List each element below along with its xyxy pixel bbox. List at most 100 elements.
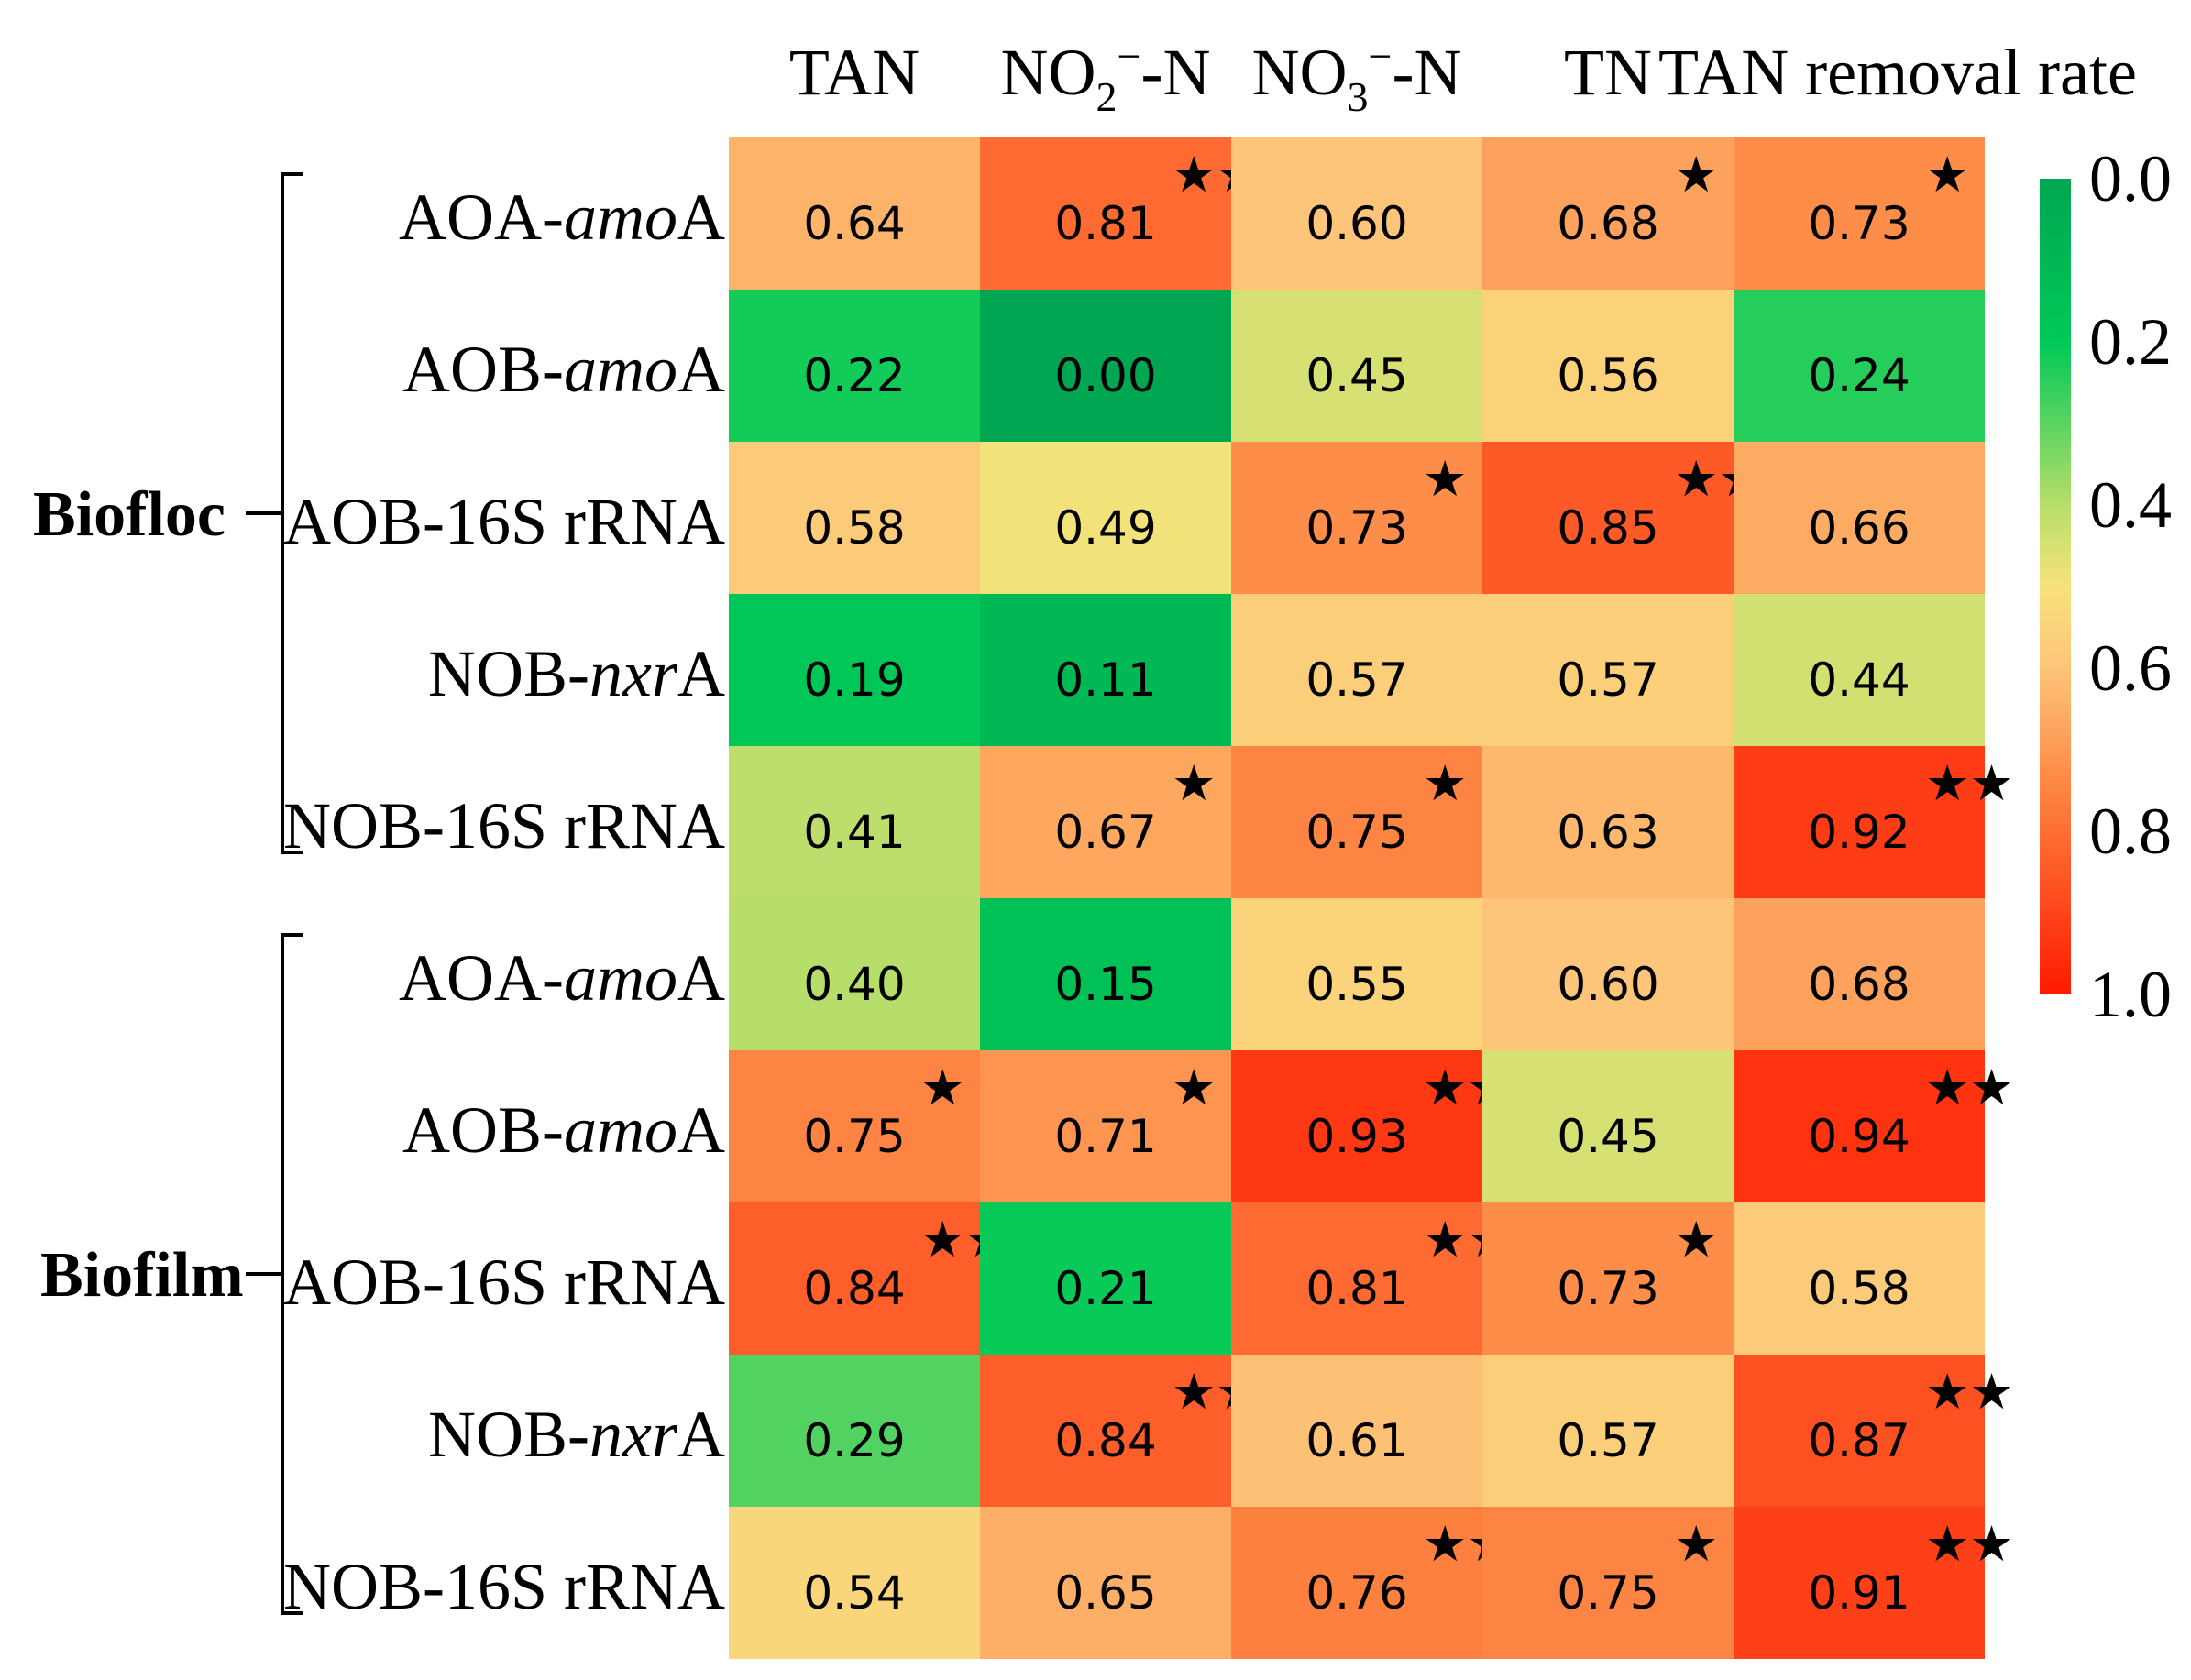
heatmap-cell <box>1231 442 1482 594</box>
cell-value-label: 0.19 <box>803 653 905 707</box>
heatmap-cell <box>1231 594 1482 746</box>
heatmap-cell <box>1734 1202 1985 1355</box>
significance-star: ★ <box>1172 754 1216 812</box>
cell-value-label: 0.75 <box>1557 1566 1658 1620</box>
cell-value-label: 0.68 <box>1808 958 1910 1011</box>
heatmap-cell <box>1231 746 1482 898</box>
column-labels: TAN NO2−-N NO3−-N TN TAN removal rate <box>789 33 2137 120</box>
cell-value-label: 0.44 <box>1808 653 1910 707</box>
cell-value-label: 0.45 <box>1557 1110 1658 1163</box>
cell-value-label: 0.91 <box>1808 1566 1910 1620</box>
significance-star: ★ <box>1423 450 1467 508</box>
row-label: NOB-16S rRNA <box>283 1550 725 1623</box>
heatmap-cell <box>1734 746 1985 898</box>
colorbar-tick-label: 0.4 <box>2089 468 2172 542</box>
row-labels: AOA-amoA AOB-amoA AOB-16S rRNA NOB-nxrA NOB-… <box>283 181 725 1623</box>
heatmap-cell <box>1482 594 1734 746</box>
heatmap-cell <box>980 137 1231 290</box>
significance-star: ★ <box>1172 1059 1216 1116</box>
significance-star: ★ <box>1674 146 1718 203</box>
cell-value-label: 0.56 <box>1557 349 1658 402</box>
cell-value-label: 0.00 <box>1054 349 1156 402</box>
cell-value-label: 0.21 <box>1054 1262 1156 1315</box>
heatmap-cell <box>1482 746 1734 898</box>
cell-value-label: 0.60 <box>1305 197 1407 250</box>
group-label: Biofilm <box>40 1240 244 1311</box>
cell-value-label: 0.73 <box>1305 501 1407 555</box>
heatmap-cell <box>729 1050 980 1202</box>
column-label: TAN removal rate <box>1658 36 2137 109</box>
column-label: TAN <box>789 36 919 109</box>
heatmap-cell <box>1482 442 1734 594</box>
cell-value-label: 0.11 <box>1054 653 1156 707</box>
cell-value-label: 0.87 <box>1808 1414 1910 1467</box>
column-label: NO2−-N <box>1001 33 1211 120</box>
heatmap-cell <box>1734 1355 1985 1507</box>
heatmap-cell <box>1734 1050 1985 1202</box>
cell-value-label: 0.66 <box>1808 501 1910 555</box>
cell-value-label: 0.71 <box>1054 1110 1156 1163</box>
colorbar: 0.0 0.2 0.4 0.6 0.8 1.0 <box>2040 142 2172 1031</box>
heatmap-cell <box>1482 1202 1734 1355</box>
heatmap-cell <box>1231 1355 1482 1507</box>
significance-star: ★★ <box>1925 754 2014 812</box>
heatmap-cell <box>729 1202 980 1355</box>
cell-value-label: 0.41 <box>803 806 905 859</box>
row-label: NOB-16S rRNA <box>283 789 725 862</box>
heatmap-cell <box>1734 290 1985 442</box>
cell-value-label: 0.61 <box>1305 1414 1407 1467</box>
significance-star: ★ <box>1925 146 1969 203</box>
cell-value-label: 0.92 <box>1808 806 1910 859</box>
cell-value-label: 0.76 <box>1305 1566 1407 1620</box>
row-label: AOB-amoA <box>402 333 725 406</box>
cell-value-label: 0.54 <box>803 1566 905 1620</box>
cell-value-label: 0.29 <box>803 1414 905 1467</box>
heatmap-cell <box>1734 1507 1985 1659</box>
significance-star: ★ <box>1674 1211 1718 1268</box>
row-label: NOB-nxrA <box>428 637 725 710</box>
heatmap-cell <box>729 290 980 442</box>
cell-value-label: 0.49 <box>1054 501 1156 555</box>
cell-value-label: 0.81 <box>1054 197 1156 250</box>
cell-value-label: 0.85 <box>1557 501 1658 555</box>
cell-value-label: 0.63 <box>1557 806 1658 859</box>
heatmap-cell <box>1482 898 1734 1050</box>
heatmap-cell <box>1231 1507 1482 1659</box>
heatmap-cell <box>729 1507 980 1659</box>
cell-value-label: 0.64 <box>803 197 905 250</box>
heatmap-cell <box>1231 290 1482 442</box>
row-label: AOB-amoA <box>402 1093 725 1167</box>
group-bracket <box>246 172 303 854</box>
heatmap-cell <box>1482 1355 1734 1507</box>
cell-value-label: 0.68 <box>1557 197 1658 250</box>
cell-value-label: 0.15 <box>1054 958 1156 1011</box>
colorbar-tick-label: 0.6 <box>2089 631 2172 705</box>
heatmap-cell <box>980 1355 1231 1507</box>
cell-value-label: 0.45 <box>1305 349 1407 402</box>
significance-star: ★ <box>920 1059 964 1116</box>
cell-value-label: 0.55 <box>1305 958 1407 1011</box>
heatmap-cell <box>1231 137 1482 290</box>
heatmap-cells: 0.64 0.81★★0.60 0.68★0.73★0.22 0.00 0.45 0.56… <box>729 137 2014 1659</box>
cell-value-label: 0.58 <box>1808 1262 1910 1315</box>
cell-value-label: 0.84 <box>803 1262 905 1315</box>
heatmap-cell <box>1734 442 1985 594</box>
cell-value-label: 0.73 <box>1808 197 1910 250</box>
heatmap-cell <box>1734 137 1985 290</box>
cell-value-label: 0.65 <box>1054 1566 1156 1620</box>
cell-value-label: 0.57 <box>1557 653 1658 707</box>
cell-value-label: 0.57 <box>1557 1414 1658 1467</box>
heatmap-cell <box>1734 898 1985 1050</box>
cell-value-label: 0.84 <box>1054 1414 1156 1467</box>
heatmap-cell <box>980 1050 1231 1202</box>
heatmap-cell <box>729 1355 980 1507</box>
colorbar-tick-label: 0.2 <box>2089 305 2172 379</box>
heatmap-cell <box>1482 1050 1734 1202</box>
heatmap-cell <box>729 137 980 290</box>
heatmap-cell <box>729 746 980 898</box>
cell-value-label: 0.24 <box>1808 349 1910 402</box>
cell-value-label: 0.75 <box>1305 806 1407 859</box>
cell-value-label: 0.58 <box>803 501 905 555</box>
cell-value-label: 0.22 <box>803 349 905 402</box>
